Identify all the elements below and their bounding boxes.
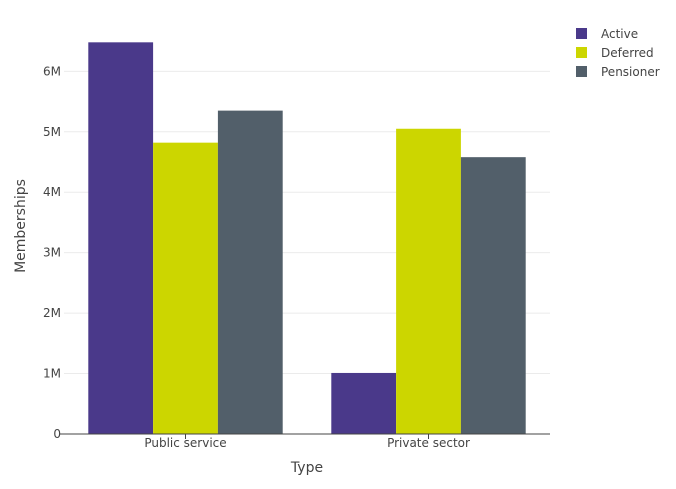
legend-label: Active (601, 27, 638, 41)
y-tick-label: 0 (53, 427, 61, 441)
bar-deferred (396, 128, 461, 434)
y-axis-title: Memberships (13, 179, 29, 273)
legend-swatch (576, 28, 587, 39)
y-tick-label: 6M (43, 64, 61, 78)
axes: 0 1M 2M 3M 4M 5M 6M Public service Private secto… (43, 64, 550, 450)
legend: Active Deferred Pensioner (576, 27, 660, 79)
bar-active (88, 42, 154, 434)
x-tick-label: Private sector (387, 436, 470, 450)
x-tick-label: Public service (144, 436, 226, 450)
y-tick-label: 2M (43, 306, 61, 320)
y-tick-label: 3M (43, 246, 61, 260)
bar-deferred (153, 142, 218, 434)
bars (88, 42, 526, 435)
bar-active (331, 372, 397, 434)
bar-pensioner (217, 110, 283, 434)
y-tick-label: 1M (43, 367, 61, 381)
y-tick-label: 5M (43, 125, 61, 139)
bar-pensioner (460, 157, 526, 435)
x-axis-title: Type (290, 460, 323, 476)
legend-swatch (576, 66, 587, 77)
legend-label: Pensioner (601, 65, 660, 79)
y-tick-label: 4M (43, 185, 61, 199)
legend-swatch (576, 47, 587, 58)
legend-label: Deferred (601, 46, 654, 60)
